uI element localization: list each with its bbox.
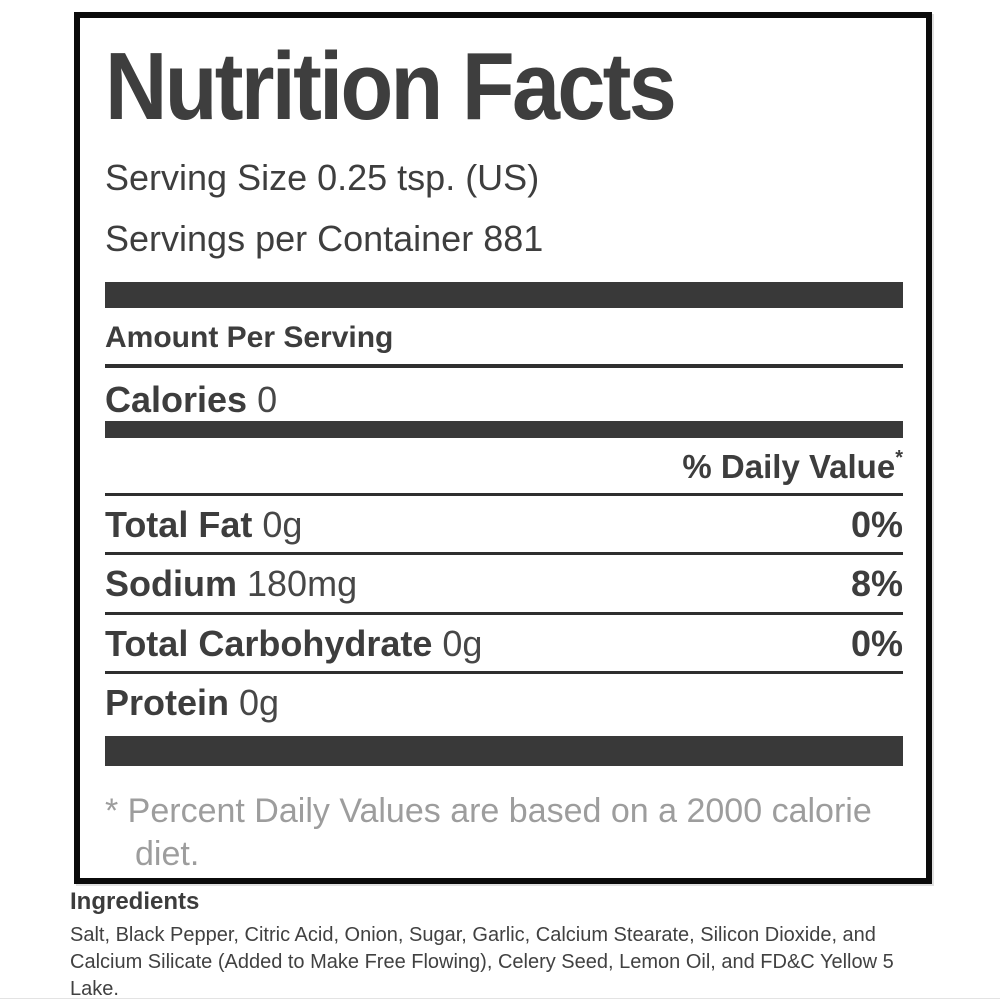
nutrient-row-total-carbohydrate: Total Carbohydrate 0g 0% xyxy=(105,615,903,674)
nutrient-amount: 0g xyxy=(262,503,303,545)
nutrition-facts-content: Nutrition Facts Serving Size 0.25 tsp. (… xyxy=(80,34,926,876)
serving-size: Serving Size 0.25 tsp. (US) xyxy=(105,156,540,198)
daily-value-footnote: * Percent Daily Values are based on a 20… xyxy=(105,792,872,874)
ingredients-section: Ingredients Salt, Black Pepper, Citric A… xyxy=(70,888,930,1003)
ingredients-text: Salt, Black Pepper, Citric Acid, Onion, … xyxy=(70,923,894,1000)
amount-per-serving-heading: Amount Per Serving xyxy=(105,320,903,368)
nutrient-amount: 180mg xyxy=(247,563,358,605)
nutrient-name-amount: Total Carbohydrate 0g xyxy=(105,623,482,664)
calories-value: 0 xyxy=(257,378,278,420)
separator-bar-top xyxy=(105,281,903,308)
page-bottom-divider xyxy=(0,998,1000,999)
nutrient-name: Sodium xyxy=(105,563,237,605)
nutrition-facts-box: Nutrition Facts Serving Size 0.25 tsp. (… xyxy=(74,12,932,884)
ingredients-heading: Ingredients xyxy=(70,888,200,915)
servings-per-container: Servings per Container 881 xyxy=(105,217,544,259)
separator-bar-bottom xyxy=(105,736,903,767)
daily-value-header-text: % Daily Value xyxy=(682,448,896,486)
nutrient-name-amount: Protein 0g xyxy=(105,682,279,723)
nutrient-daily-value: 0% xyxy=(850,622,903,664)
nutrition-facts-title: Nutrition Facts xyxy=(105,33,677,140)
nutrient-row-total-fat: Total Fat 0g 0% xyxy=(105,496,903,556)
nutrient-name: Total Fat xyxy=(105,503,253,545)
daily-value-header: % Daily Value* xyxy=(105,446,903,496)
nutrient-name: Total Carbohydrate xyxy=(105,622,433,664)
nutrient-row-sodium: Sodium 180mg 8% xyxy=(105,555,903,615)
daily-value-asterisk: * xyxy=(895,447,903,470)
nutrient-name-amount: Sodium 180mg xyxy=(105,563,357,604)
nutrient-name-amount: Total Fat 0g xyxy=(105,504,302,545)
nutrient-amount: 0g xyxy=(442,622,483,664)
nutrient-amount: 0g xyxy=(239,681,280,723)
nutrient-row-protein: Protein 0g xyxy=(105,674,903,730)
separator-bar-middle xyxy=(105,421,903,439)
calories-label: Calories xyxy=(105,378,248,420)
calories-row: Calories 0 xyxy=(105,378,903,421)
nutrient-daily-value: 8% xyxy=(850,563,903,605)
nutrient-daily-value: 0% xyxy=(850,503,903,545)
nutrient-name: Protein xyxy=(105,681,230,723)
